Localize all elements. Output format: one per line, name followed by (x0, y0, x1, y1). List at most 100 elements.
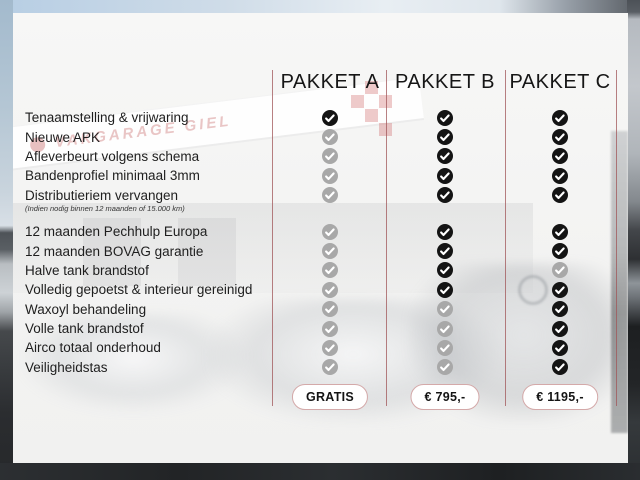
check-icon (437, 187, 453, 204)
check-included-icon (437, 129, 453, 146)
feature-row: Volle tank brandstof (25, 319, 616, 338)
check-included-icon (437, 109, 453, 126)
check-excluded-icon (322, 320, 338, 337)
check-included-icon (552, 223, 568, 240)
column-divider-line (386, 70, 387, 406)
check-excluded-icon (322, 359, 338, 376)
check-icon (437, 301, 453, 318)
check-icon (322, 243, 338, 260)
background-right-photo-strip (627, 0, 640, 480)
check-included-icon (437, 281, 453, 298)
check-included-icon (437, 262, 453, 279)
feature-label: Bandenprofiel minimaal 3mm (25, 168, 200, 184)
check-icon (437, 223, 453, 240)
check-excluded-icon (322, 262, 338, 279)
check-included-icon (552, 148, 568, 165)
feature-row: Volledig gepoetst & interieur gereinigd (25, 280, 616, 299)
check-icon (552, 129, 568, 146)
feature-row: Airco totaal onderhoud (25, 338, 616, 357)
check-excluded-icon (552, 262, 568, 279)
feature-row: Afleverbeurt volgens schema (25, 147, 616, 166)
check-included-icon (322, 109, 338, 126)
check-included-icon (552, 359, 568, 376)
check-icon (552, 320, 568, 337)
check-icon (437, 167, 453, 184)
check-included-icon (437, 148, 453, 165)
feature-label: Veiligheidstas (25, 359, 108, 375)
check-icon (322, 320, 338, 337)
feature-label: Halve tank brandstof (25, 262, 149, 278)
check-excluded-icon (322, 281, 338, 298)
check-excluded-icon (322, 148, 338, 165)
check-icon (322, 223, 338, 240)
check-icon (552, 262, 568, 279)
feature-label: Volle tank brandstof (25, 321, 144, 337)
check-included-icon (552, 281, 568, 298)
check-icon (437, 243, 453, 260)
check-icon (552, 187, 568, 204)
check-excluded-icon (322, 187, 338, 204)
check-icon (552, 359, 568, 376)
check-excluded-icon (322, 223, 338, 240)
feature-note: (Indien nodig binnen 12 maanden of 15.00… (25, 203, 185, 213)
check-icon (552, 223, 568, 240)
price-button-b[interactable]: € 795,- (410, 384, 480, 410)
check-icon (322, 187, 338, 204)
content-panel: VAKGARAGE GIEL PAKKET A PAKKET B PAKKET C … (13, 13, 628, 463)
column-divider-line (505, 70, 506, 406)
price-button-c[interactable]: € 1195,- (522, 384, 598, 410)
check-included-icon (552, 301, 568, 318)
check-included-icon (552, 320, 568, 337)
check-included-icon (552, 243, 568, 260)
check-icon (322, 339, 338, 356)
check-icon (322, 301, 338, 318)
check-excluded-icon (437, 301, 453, 318)
package-header-c: PAKKET C (509, 71, 611, 93)
background-left-photo-strip (0, 0, 13, 480)
check-icon (552, 167, 568, 184)
feature-label: Volledig gepoetst & interieur gereinigd (25, 282, 253, 298)
feature-row: Distributieriem vervangen (25, 186, 616, 205)
check-icon (437, 148, 453, 165)
check-icon (437, 109, 453, 126)
check-included-icon (437, 167, 453, 184)
background-sky-strip (0, 0, 640, 13)
feature-label: Nieuwe APK (25, 129, 101, 145)
check-included-icon (437, 187, 453, 204)
check-icon (437, 359, 453, 376)
check-icon (322, 262, 338, 279)
price-button-a[interactable]: GRATIS (291, 384, 369, 410)
check-included-icon (552, 109, 568, 126)
check-icon (552, 301, 568, 318)
check-icon (552, 148, 568, 165)
check-icon (552, 243, 568, 260)
package-header-a: PAKKET A (280, 71, 380, 93)
feature-row: Veiligheidstas (25, 358, 616, 377)
column-divider-line (616, 70, 617, 406)
check-excluded-icon (437, 320, 453, 337)
feature-row: Halve tank brandstof (25, 261, 616, 280)
feature-row: Tenaamstelling & vrijwaring (25, 108, 616, 127)
check-excluded-icon (322, 243, 338, 260)
check-excluded-icon (322, 167, 338, 184)
feature-row: 12 maanden Pechhulp Europa (25, 222, 616, 241)
check-icon (437, 262, 453, 279)
check-icon (437, 129, 453, 146)
check-icon (437, 320, 453, 337)
check-icon (322, 167, 338, 184)
check-icon (322, 109, 338, 126)
feature-rows: Tenaamstelling & vrijwaring Nieuwe APK A… (25, 108, 616, 377)
check-icon (552, 339, 568, 356)
feature-row: Nieuwe APK (25, 127, 616, 146)
check-icon (322, 281, 338, 298)
check-excluded-icon (437, 339, 453, 356)
feature-row: 12 maanden BOVAG garantie (25, 241, 616, 260)
check-excluded-icon (322, 339, 338, 356)
feature-label: 12 maanden BOVAG garantie (25, 243, 204, 259)
package-header-b: PAKKET B (395, 71, 495, 93)
background-logo-fragment (351, 95, 364, 108)
check-icon (322, 359, 338, 376)
check-excluded-icon (437, 359, 453, 376)
feature-label: Airco totaal onderhoud (25, 340, 161, 356)
